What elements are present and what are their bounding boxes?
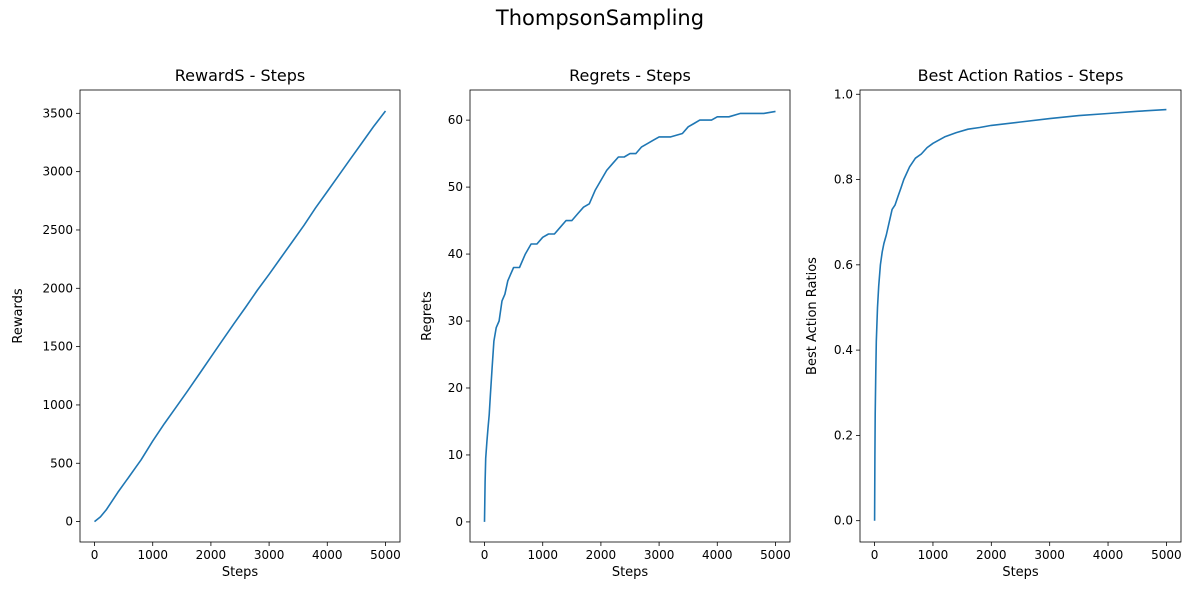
chart2-x-tick-label: 5000	[760, 548, 791, 562]
chart1-y-tick-label: 2500	[42, 223, 73, 237]
chart2-x-tick-label: 4000	[702, 548, 733, 562]
chart2-x-axis-label: Steps	[612, 565, 649, 580]
chart2-series-line-1	[483, 110, 776, 522]
chart3-y-tick-label: 0.4	[834, 343, 853, 357]
chart1-y-tick-label: 0	[65, 515, 73, 529]
chart2-x-tick-label: 1000	[527, 548, 558, 562]
chart1-y-tick-label: 3000	[42, 165, 73, 179]
chart3-axes-frame	[859, 89, 1182, 543]
chart3-x-tick-label: 4000	[1093, 548, 1124, 562]
chart3-series-line-1	[873, 108, 1167, 521]
chart3-x-tick-label: 3000	[1034, 548, 1065, 562]
chart1-x-tick-label: 3000	[254, 548, 285, 562]
chart1-y-tick-label: 500	[50, 456, 73, 470]
chart2-x-tick-label: 3000	[644, 548, 675, 562]
chart1-x-tick-label: 4000	[312, 548, 343, 562]
chart3-y-tick-label: 0.0	[834, 514, 853, 528]
chart1-x-tick-label: 0	[91, 548, 99, 562]
chart3-y-tick-label: 0.6	[834, 258, 853, 272]
chart2-y-tick-label: 50	[448, 180, 463, 194]
chart1-x-tick-label: 2000	[196, 548, 227, 562]
chart2-x-tick-label: 2000	[586, 548, 617, 562]
chart2-y-tick-label: 20	[448, 381, 463, 395]
chart1-x-tick-label: 5000	[370, 548, 401, 562]
chart3-x-tick-label: 1000	[918, 548, 949, 562]
chart3-y-axis-label: Best Action Ratios	[805, 257, 820, 375]
chart3-y-tick-label: 1.0	[834, 87, 853, 101]
chart2-y-tick-label: 30	[448, 314, 463, 328]
chart1-x-tick-label: 1000	[137, 548, 168, 562]
chart2-x-tick-label: 0	[481, 548, 489, 562]
chart3-x-tick-label: 2000	[976, 548, 1007, 562]
chart1-series-line-1	[94, 110, 387, 523]
chart2-y-tick-label: 60	[448, 113, 463, 127]
chart3-x-tick-label: 0	[871, 548, 879, 562]
chart2-y-tick-label: 0	[455, 515, 463, 529]
chart1-axes-frame	[79, 89, 401, 543]
chart2-y-axis-label: Regrets	[420, 291, 435, 341]
chart2-y-tick-label: 10	[448, 448, 463, 462]
chart1-x-axis-label: Steps	[222, 565, 259, 580]
chart2-axes-frame	[469, 89, 791, 543]
chart3-y-tick-label: 0.2	[834, 428, 853, 442]
chart3-x-axis-label: Steps	[1002, 565, 1039, 580]
chart1-y-tick-label: 3500	[42, 106, 73, 120]
chart3-title: Best Action Ratios - Steps	[918, 66, 1124, 85]
chart3-x-tick-label: 5000	[1151, 548, 1182, 562]
chart2-y-tick-label: 40	[448, 247, 463, 261]
chart1-y-tick-label: 1000	[42, 398, 73, 412]
chart1-y-tick-label: 2000	[42, 281, 73, 295]
chart3-y-tick-label: 0.8	[834, 173, 853, 187]
figure-title: ThompsonSampling	[495, 6, 705, 30]
chart1-y-axis-label: Rewards	[11, 288, 26, 343]
chart1-y-tick-label: 1500	[42, 340, 73, 354]
chart2-title: Regrets - Steps	[569, 66, 691, 85]
chart1-title: RewardS - Steps	[175, 66, 305, 85]
